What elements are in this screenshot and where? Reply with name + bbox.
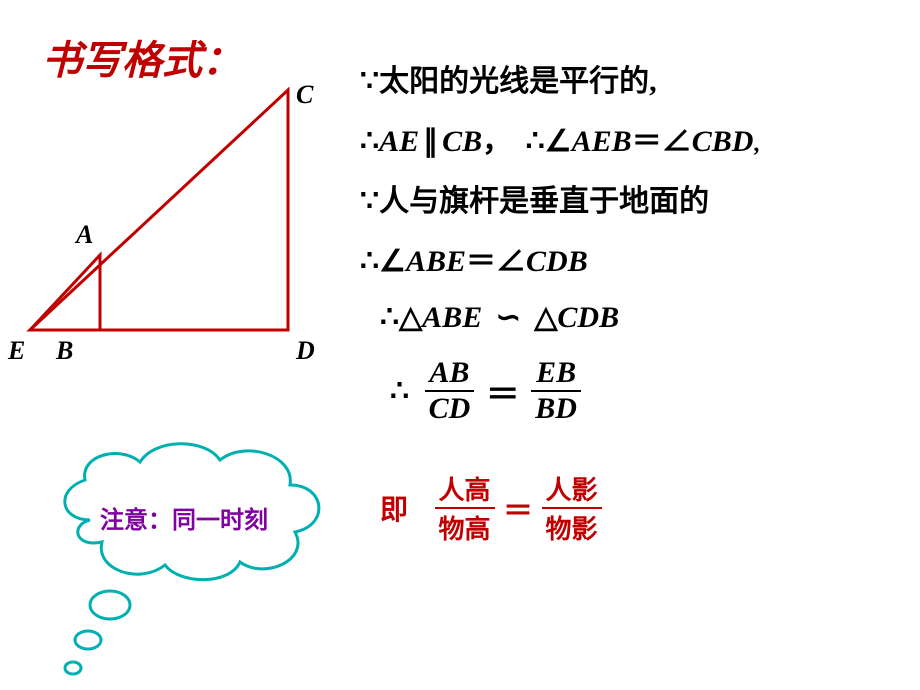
cloud-callout <box>40 430 360 690</box>
numerator-person-shadow: 人影 <box>542 470 602 509</box>
proof-line-6: ∴ AB CD ＝ EB BD <box>390 356 581 426</box>
proof-line-3: ∵人与旗杆是垂直于地面的 <box>360 176 709 220</box>
tri-cdb: CDB <box>557 301 619 334</box>
proof-line-7: 即 人高 物高 ＝ 人影 物影 <box>380 470 602 546</box>
cloud-text: 注意：同一时刻 <box>100 500 268 535</box>
therefore-symbol: ∴ <box>360 245 379 278</box>
fraction-eb-bd: EB BD <box>531 356 581 426</box>
denominator-cd: CD <box>425 392 475 426</box>
equals-symbol: ＝ <box>466 245 496 278</box>
parallel-symbol: ∥ <box>423 125 438 158</box>
numerator-person-height: 人高 <box>435 470 495 509</box>
lead-label: 即 <box>380 495 408 526</box>
therefore-symbol: ∴ <box>526 125 545 158</box>
therefore-symbol: ∴ <box>360 125 379 158</box>
denominator-bd: BD <box>531 392 581 426</box>
vertex-e: E <box>8 336 25 366</box>
proof-text-3: 人与旗杆是垂直于地面的 <box>379 185 709 218</box>
fraction-person-shadow: 人影 物影 <box>542 470 602 546</box>
numerator-ab: AB <box>425 356 475 392</box>
cloud-bubble-3 <box>65 662 81 674</box>
seg-cb: CB <box>442 125 482 158</box>
angle-symbol: ∠ <box>379 245 406 278</box>
angle-aeb: AEB <box>572 125 632 158</box>
equals-symbol: ＝ <box>632 125 662 158</box>
tri-abe: ABE <box>422 301 482 334</box>
proof-line-4: ∴∠ABE＝∠CDB <box>360 236 588 280</box>
cloud-bubble-2 <box>75 631 101 649</box>
tail-comma: , <box>753 131 759 157</box>
numerator-eb: EB <box>531 356 581 392</box>
angle-symbol: ∠ <box>496 245 526 278</box>
proof-line-2: ∴AE∥CB， ∴∠AEB＝∠CBD, <box>360 116 759 160</box>
angle-cbd: CBD <box>692 125 754 158</box>
therefore-symbol: ∴ <box>380 301 399 334</box>
denominator-object-height: 物高 <box>435 509 495 546</box>
therefore-symbol: ∴ <box>390 375 409 408</box>
equals-symbol: ＝ <box>503 495 533 528</box>
vertex-d: D <box>296 336 315 366</box>
triangle-diagram <box>0 0 340 380</box>
vertex-a: A <box>76 220 93 250</box>
proof-text-1: 太阳的光线是平行的, <box>379 65 657 98</box>
comma: ， <box>482 125 512 158</box>
triangle-symbol: △ <box>399 301 422 334</box>
equals-symbol: ＝ <box>486 377 520 414</box>
angle-cdb: CDB <box>526 245 588 278</box>
seg-ae: AE <box>379 125 419 158</box>
denominator-object-shadow: 物影 <box>542 509 602 546</box>
cloud-bubble-1 <box>90 591 130 619</box>
because-symbol: ∵ <box>360 185 379 218</box>
fraction-ab-cd: AB CD <box>425 356 475 426</box>
angle-symbol: ∠ <box>662 125 692 158</box>
vertex-b: B <box>56 336 73 366</box>
vertex-c: C <box>296 80 313 110</box>
big-triangle <box>30 90 288 330</box>
similar-symbol: ∽ <box>496 301 521 334</box>
fraction-person-height: 人高 物高 <box>435 470 495 546</box>
small-triangle <box>30 255 100 330</box>
proof-line-5: ∴△ABE ∽ △CDB <box>380 300 619 335</box>
because-symbol: ∵ <box>360 65 379 98</box>
angle-abe: ABE <box>406 245 466 278</box>
angle-symbol: ∠ <box>545 125 572 158</box>
triangle-symbol: △ <box>534 301 557 334</box>
proof-line-1: ∵太阳的光线是平行的, <box>360 56 657 100</box>
